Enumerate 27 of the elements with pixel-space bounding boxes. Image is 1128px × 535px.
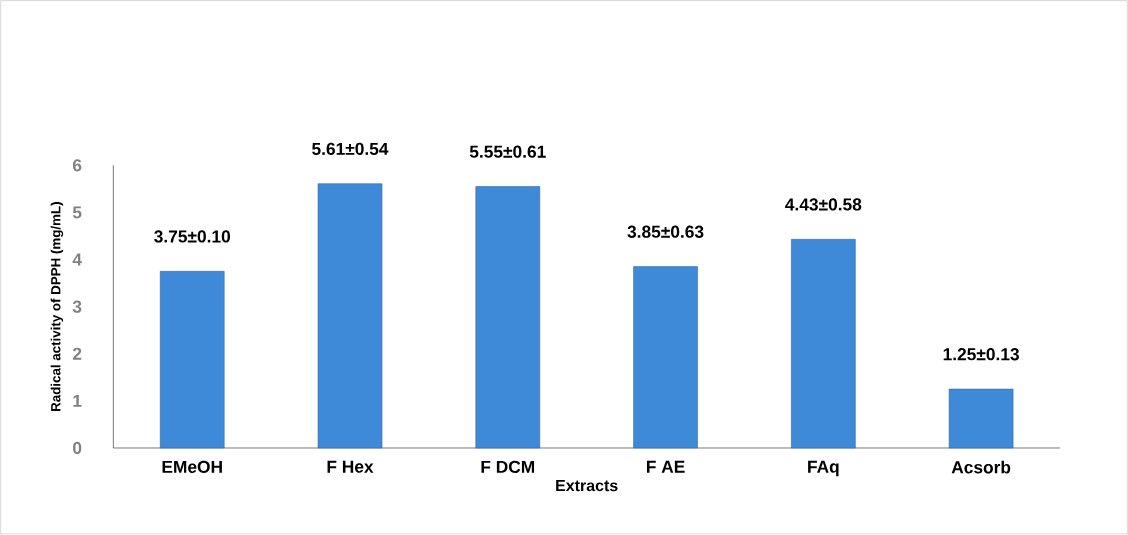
data-label: 5.55±0.61 <box>469 145 546 158</box>
bar <box>317 183 383 449</box>
bar <box>159 271 225 449</box>
x-tick-label: F DCM <box>481 460 535 474</box>
x-tick-label: F Hex <box>327 460 374 473</box>
y-tick-label: 3 <box>72 300 82 313</box>
x-tick-label: EMeOH <box>162 460 222 474</box>
data-label: 3.85±0.63 <box>627 225 704 239</box>
data-label: 3.75±0.10 <box>154 230 230 243</box>
y-tick-label: 6 <box>72 159 82 172</box>
y-axis-title: Radical activity of DPPH (mg/mL) <box>50 202 64 412</box>
y-tick-label: 1 <box>73 395 82 408</box>
data-label: 1.25±0.13 <box>943 348 1019 361</box>
bar <box>633 266 698 449</box>
bar <box>475 186 541 449</box>
bar <box>791 239 856 449</box>
y-tick-label: 4 <box>72 253 82 266</box>
x-tick-label: F AE <box>646 460 685 473</box>
data-label: 5.61±0.54 <box>312 142 389 156</box>
y-tick-label: 2 <box>72 347 82 360</box>
x-axis-title: Extracts <box>556 480 618 492</box>
x-tick-label: FAq <box>808 460 839 477</box>
y-tick-label: 0 <box>73 442 82 455</box>
x-tick-label: Acsorb <box>951 460 1011 474</box>
y-tick-label: 5 <box>72 206 82 219</box>
data-label: 4.43±0.58 <box>785 198 862 211</box>
bar <box>948 389 1014 449</box>
